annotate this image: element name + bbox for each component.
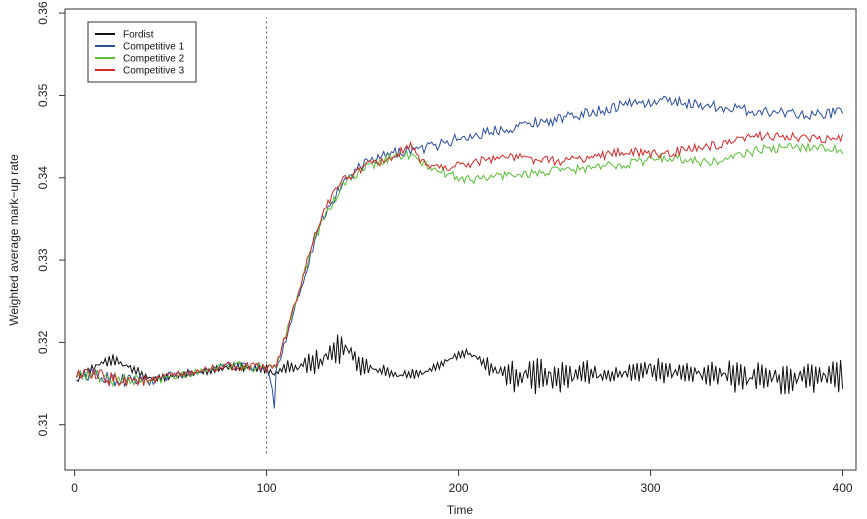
x-axis: 0 100 200 300 400 <box>71 469 853 495</box>
y-tick-label: 0.36 <box>36 1 50 25</box>
y-axis: 0.31 0.32 0.33 0.34 0.35 0.36 <box>36 1 65 436</box>
x-tick-label: 0 <box>71 481 78 495</box>
y-tick-label: 0.35 <box>36 83 50 107</box>
series-line-3 <box>76 141 844 388</box>
legend-label: Competitive 3 <box>123 66 185 77</box>
x-tick-label: 200 <box>449 481 469 495</box>
legend-box <box>87 21 197 83</box>
x-tick-label: 300 <box>641 481 661 495</box>
series-line-2 <box>76 95 844 409</box>
x-axis-label: Time <box>447 503 474 517</box>
series-line-1 <box>76 334 844 395</box>
y-tick-label: 0.31 <box>36 413 50 437</box>
y-axis-label: Weighted average mark−up rate <box>7 154 21 326</box>
series-layer <box>76 95 844 409</box>
x-tick-label: 100 <box>257 481 277 495</box>
x-tick-label: 400 <box>833 481 853 495</box>
y-tick-label: 0.33 <box>36 248 50 272</box>
series-line-4 <box>76 129 844 388</box>
y-tick-label: 0.34 <box>36 166 50 190</box>
legend-label: Competitive 2 <box>123 54 185 65</box>
legend-label: Fordist <box>123 30 154 41</box>
y-tick-label: 0.32 <box>36 330 50 354</box>
legend-label: Competitive 1 <box>123 42 185 53</box>
